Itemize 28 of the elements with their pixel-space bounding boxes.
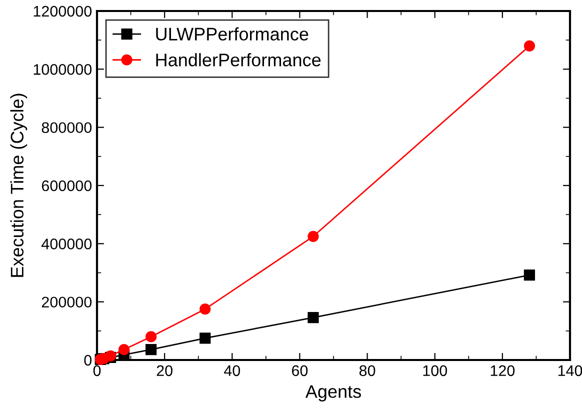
point [524, 40, 536, 52]
y-tick-label: 0 [84, 354, 92, 366]
point [308, 312, 319, 324]
x-tick-label: 20 [156, 365, 172, 376]
x-axis-title: Agents [305, 385, 361, 402]
point [524, 270, 536, 281]
legend-label: ULWPPerformance [156, 27, 308, 41]
y-tick-label: 1200000 [34, 6, 92, 17]
point [146, 331, 157, 342]
x-tick-label: 140 [558, 365, 582, 376]
point [200, 304, 211, 315]
y-tick-label: 800000 [42, 122, 92, 134]
x-tick-label: 120 [490, 365, 515, 376]
point [146, 344, 157, 356]
point [200, 332, 211, 344]
x-tick-label: 60 [292, 365, 308, 376]
x-tick-label: 40 [224, 365, 240, 376]
y-axis-title: Execution Time (Cycle) [10, 94, 28, 277]
y-tick-label: 1000000 [34, 64, 92, 75]
point [118, 344, 130, 356]
x-tick-label: 100 [423, 365, 448, 376]
x-tick-label: 0 [93, 365, 101, 376]
point [308, 230, 319, 242]
y-tick-label: 200000 [42, 296, 92, 308]
y-tick-label: 600000 [42, 180, 92, 192]
legend-label: HandlerPerformance [156, 53, 321, 66]
x-tick-label: 80 [359, 365, 376, 376]
y-tick-label: 400000 [42, 238, 92, 250]
